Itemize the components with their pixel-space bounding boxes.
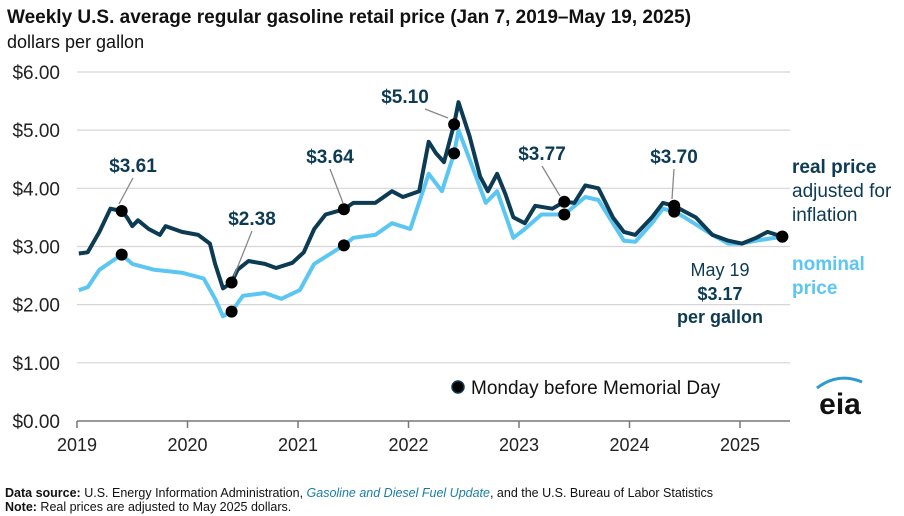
data-source-note: Data source: U.S. Energy Information Adm…	[5, 486, 714, 500]
x-tick-label: 2021	[278, 435, 318, 455]
adjustment-note: Note: Real prices are adjusted to May 20…	[5, 500, 292, 514]
leader-line	[671, 168, 675, 200]
real-price-series-label: inflation	[792, 205, 858, 226]
y-tick-label: $2.00	[12, 296, 60, 317]
memorial-day-marker-nominal	[115, 248, 128, 261]
y-tick-label: $5.00	[12, 121, 60, 142]
y-tick-label: $0.00	[12, 412, 60, 433]
leader-line	[541, 165, 561, 197]
source-link[interactable]: Gasoline and Diesel Fuel Update	[306, 486, 490, 500]
eia-logo-arc	[816, 376, 863, 390]
memorial-day-marker-real	[115, 205, 128, 218]
eia-logo: eia	[819, 388, 861, 421]
price-label: $3.70	[650, 147, 698, 168]
latest-value: $3.17	[697, 284, 742, 304]
memorial-day-marker-real	[225, 276, 238, 289]
x-tick-label: 2020	[167, 435, 207, 455]
x-tick-label: 2025	[720, 435, 760, 455]
chart-subtitle: dollars per gallon	[7, 32, 145, 52]
memorial-day-marker-real	[776, 230, 789, 243]
legend-marker	[451, 380, 465, 394]
y-tick-label: $1.00	[12, 354, 60, 375]
price-label: $3.61	[109, 156, 157, 177]
real-price-series-label: adjusted for	[792, 181, 892, 202]
price-label: $5.10	[381, 87, 429, 108]
latest-date: May 19	[690, 260, 749, 280]
y-tick-label: $4.00	[12, 179, 60, 200]
memorial-day-marker-nominal	[225, 305, 238, 318]
nominal-price-series-label: price	[792, 278, 837, 299]
real-price-series-label: real price	[792, 157, 877, 178]
real-price-line	[78, 100, 783, 291]
x-tick-label: 2023	[499, 435, 539, 455]
price-label: $3.64	[306, 147, 354, 168]
memorial-day-marker-real	[558, 195, 571, 208]
x-tick-label: 2019	[57, 435, 97, 455]
memorial-day-marker-real	[448, 118, 461, 131]
price-label: $3.77	[518, 144, 566, 165]
y-tick-label: $6.00	[12, 63, 60, 84]
memorial-day-marker-nominal	[337, 239, 350, 252]
nominal-price-line	[78, 128, 783, 319]
memorial-day-marker-real	[668, 199, 681, 212]
leader-line	[233, 230, 253, 277]
x-tick-label: 2024	[609, 435, 649, 455]
y-tick-label: $3.00	[12, 237, 60, 258]
leader-line	[118, 177, 134, 205]
legend-label: Monday before Memorial Day	[471, 378, 721, 399]
chart-title: Weekly U.S. average regular gasoline ret…	[7, 7, 692, 28]
price-label: $2.38	[228, 209, 276, 230]
memorial-day-marker-real	[337, 203, 350, 216]
memorial-day-marker-nominal	[448, 147, 461, 160]
x-tick-label: 2022	[388, 435, 428, 455]
leader-line	[329, 168, 344, 204]
nominal-price-series-label: nominal	[792, 254, 865, 275]
leader-line	[424, 108, 449, 119]
memorial-day-marker-nominal	[558, 208, 571, 221]
latest-unit: per gallon	[677, 307, 763, 327]
